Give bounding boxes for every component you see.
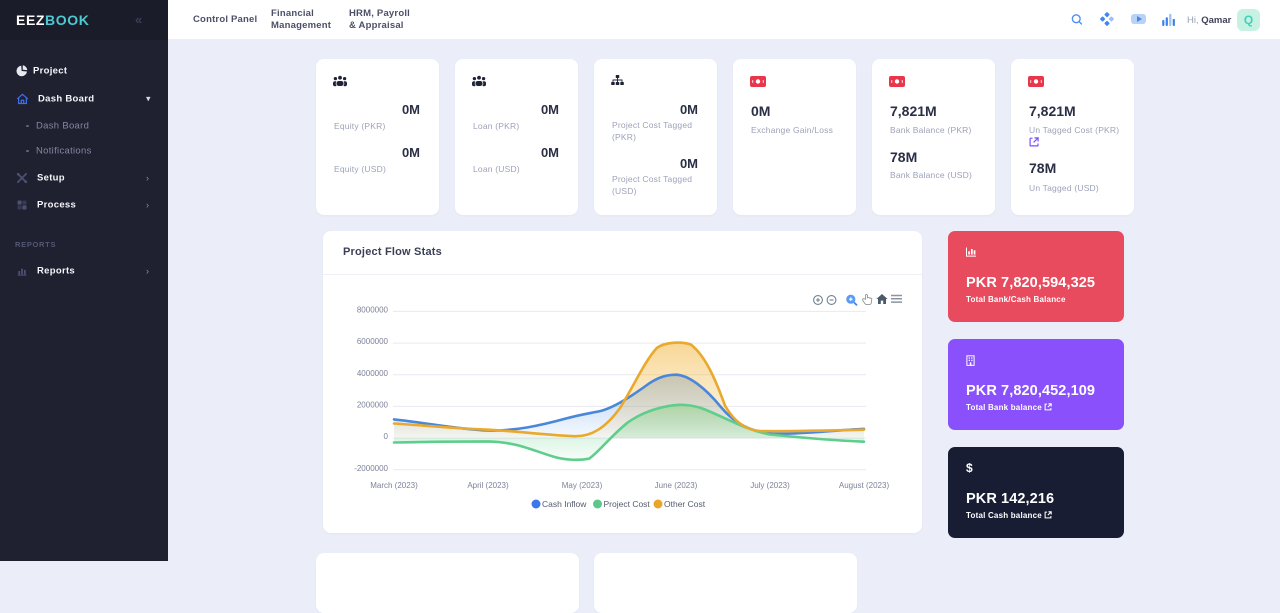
svg-text:June (2023): June (2023) xyxy=(655,481,698,490)
svg-text:July (2023): July (2023) xyxy=(750,481,790,490)
svg-text:Cash Inflow: Cash Inflow xyxy=(542,499,587,509)
svg-text:Other Cost: Other Cost xyxy=(664,499,706,509)
svg-text:6000000: 6000000 xyxy=(357,337,389,346)
svg-text:4000000: 4000000 xyxy=(357,369,389,378)
svg-text:0: 0 xyxy=(384,432,389,441)
svg-text:Project Cost: Project Cost xyxy=(604,499,651,509)
svg-text:April (2023): April (2023) xyxy=(467,481,509,490)
svg-text:May (2023): May (2023) xyxy=(562,481,603,490)
svg-text:August (2023): August (2023) xyxy=(839,481,890,490)
svg-text:March (2023): March (2023) xyxy=(370,481,418,490)
svg-text:2000000: 2000000 xyxy=(357,400,389,409)
svg-text:-2000000: -2000000 xyxy=(354,464,388,473)
svg-text:8000000: 8000000 xyxy=(357,305,389,314)
